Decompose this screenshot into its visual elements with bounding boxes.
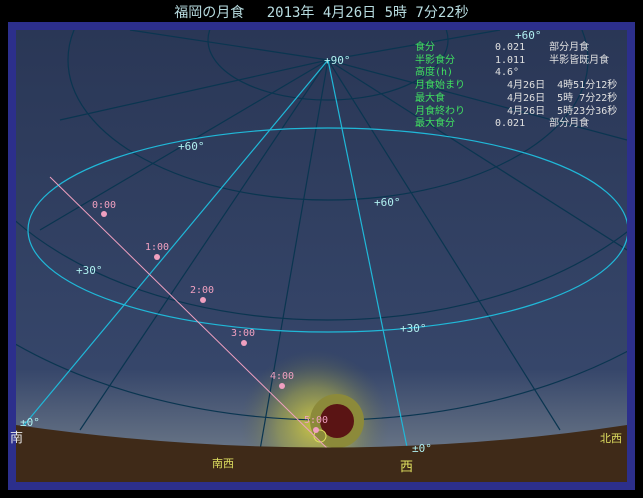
altitude-label: +30°	[400, 322, 427, 335]
altitude-label: +60°	[515, 30, 542, 42]
direction-south: 南	[10, 431, 24, 446]
moon-track	[49, 176, 336, 457]
direction-west: 西	[400, 460, 414, 475]
hour-label: 1:00	[145, 242, 169, 253]
hour-dot	[313, 427, 319, 433]
altitude-label: ±0°	[20, 416, 40, 429]
altitude-label: +60°	[178, 140, 205, 153]
hour-dot	[101, 211, 107, 217]
altitude-label: +30°	[76, 264, 103, 277]
info-row: 半影食分 1.011 半影皆既月食	[415, 54, 610, 66]
hour-dot	[200, 297, 206, 303]
eclipse-info-panel: 食分 0.021 部分月食 半影食分 1.011 半影皆既月食 高度(h) 4.6° …	[415, 42, 617, 131]
moon	[320, 404, 354, 438]
hour-label: 0:00	[92, 200, 116, 211]
hour-label: 3:00	[231, 328, 255, 339]
sky-view: 0:00 1:00 2:00 3:00 4:00 5:00 +90° +60° …	[16, 30, 627, 482]
main-grid-lines	[19, 59, 627, 453]
altitude-label: +60°	[374, 196, 401, 209]
info-row: 月食終わり 4月26日 5時23分36秒	[415, 105, 618, 117]
hour-label: 4:00	[270, 371, 294, 382]
hour-label: 2:00	[190, 285, 214, 296]
direction-northwest: 北西	[600, 432, 622, 445]
hour-dot	[154, 254, 160, 260]
info-row: 月食始まり 4月26日 4時51分12秒	[415, 80, 618, 92]
hour-label: 5:00	[304, 415, 328, 426]
altitude-label: +90°	[324, 54, 351, 67]
window-title: 福岡の月食 2013年 4月26日 5時 7分22秒	[174, 5, 469, 21]
sky-chart: 0:00 1:00 2:00 3:00 4:00 5:00 +90° +60° …	[16, 30, 627, 482]
info-row: 高度(h) 4.6°	[415, 67, 520, 79]
info-row: 食分 0.021 部分月食	[415, 42, 590, 53]
direction-southwest: 南西	[212, 457, 234, 470]
info-row: 最大食分 0.021 部分月食	[415, 118, 590, 130]
hour-dot	[241, 340, 247, 346]
ground	[16, 425, 627, 482]
info-row: 最大食 4月26日 5時 7分22秒	[415, 92, 618, 104]
hour-dot	[279, 383, 285, 389]
altitude-label: ±0°	[412, 442, 432, 455]
